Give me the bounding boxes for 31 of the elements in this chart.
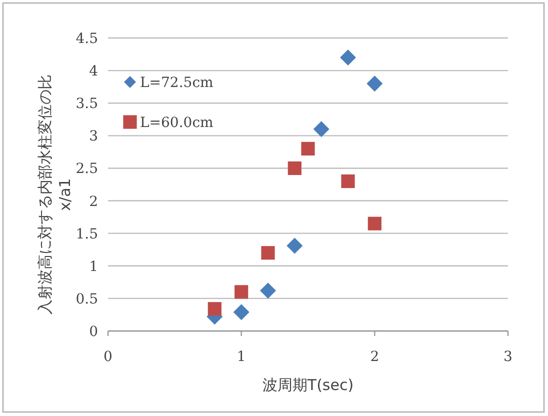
point: [341, 174, 355, 188]
y-axis-title: 入射波高に対する内部水柱変位の比 x/a1: [36, 74, 74, 314]
y-tick-label: 2.5: [76, 161, 98, 178]
point: [366, 76, 383, 92]
point: [286, 238, 303, 254]
y-tick-label: 1.5: [76, 226, 98, 242]
point: [288, 161, 302, 176]
x-tick-label: 2: [370, 349, 380, 365]
point: [340, 50, 356, 66]
y-tick-label: 4: [89, 64, 98, 80]
x-tick-label: 0: [104, 349, 112, 365]
y-tick-label: 4.5: [76, 31, 98, 47]
y-tick-label: 0: [89, 324, 98, 340]
point: [233, 304, 250, 320]
y-tick-label: 3.5: [76, 96, 98, 112]
point: [301, 142, 315, 156]
legend-label: L=72.5cm: [140, 75, 214, 91]
x-axis-title: 波周期T(sec): [262, 376, 354, 394]
point: [261, 246, 275, 260]
legend-label: L=60.0cm: [140, 115, 214, 131]
point: [208, 302, 222, 316]
point: [234, 285, 248, 299]
x-tick-label: 1: [236, 349, 246, 365]
y-tick-label: 1: [89, 258, 98, 275]
point: [368, 216, 382, 230]
point: [260, 282, 276, 299]
y-tick-label: 2: [89, 194, 98, 210]
x-tick-label: 3: [504, 349, 512, 365]
y-tick-label: 3: [89, 128, 98, 145]
y-tick-label: 0.5: [76, 291, 98, 308]
point: [313, 121, 330, 138]
